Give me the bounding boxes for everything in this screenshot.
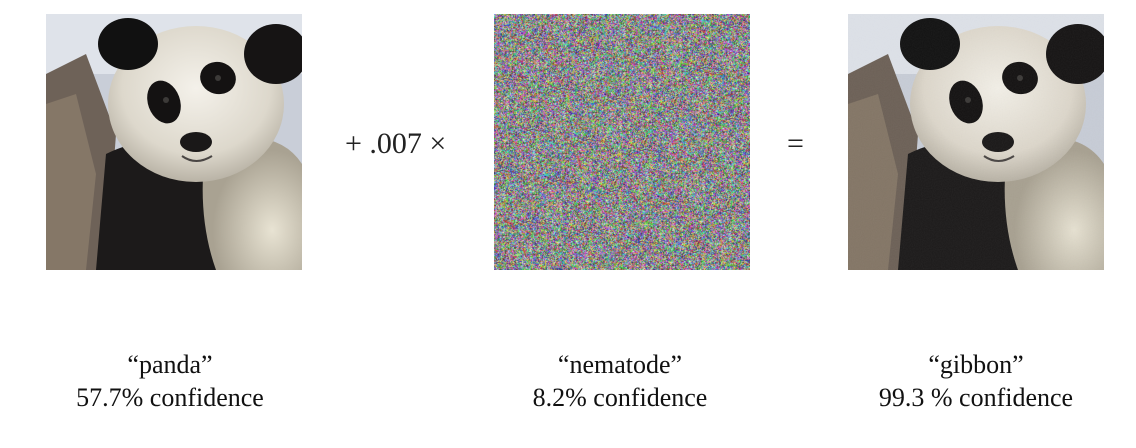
panda-image [46, 14, 302, 270]
gibbon-confidence: 99.3 % confidence [878, 383, 1074, 412]
gibbon-label: “gibbon” [928, 350, 1024, 379]
noise-pattern [494, 14, 750, 270]
panda-confidence: 57.7% confidence [76, 383, 264, 412]
plus-operator: + .007 × [345, 127, 447, 160]
gibbon-caption: “gibbon” 99.3 % confidence [826, 348, 1126, 414]
nematode-caption: “nematode” 8.2% confidence [470, 348, 770, 414]
panda-caption: “panda” 57.7% confidence [20, 348, 320, 414]
panda-illustration [46, 14, 302, 270]
noise-image [494, 14, 750, 270]
nematode-label: “nematode” [557, 350, 683, 379]
equals-operator: = [787, 127, 804, 160]
panda-label: “panda” [127, 350, 213, 379]
perturbed-panda-image [848, 14, 1104, 270]
perturbed-panda-illustration [848, 14, 1104, 270]
nematode-confidence: 8.2% confidence [532, 383, 708, 412]
